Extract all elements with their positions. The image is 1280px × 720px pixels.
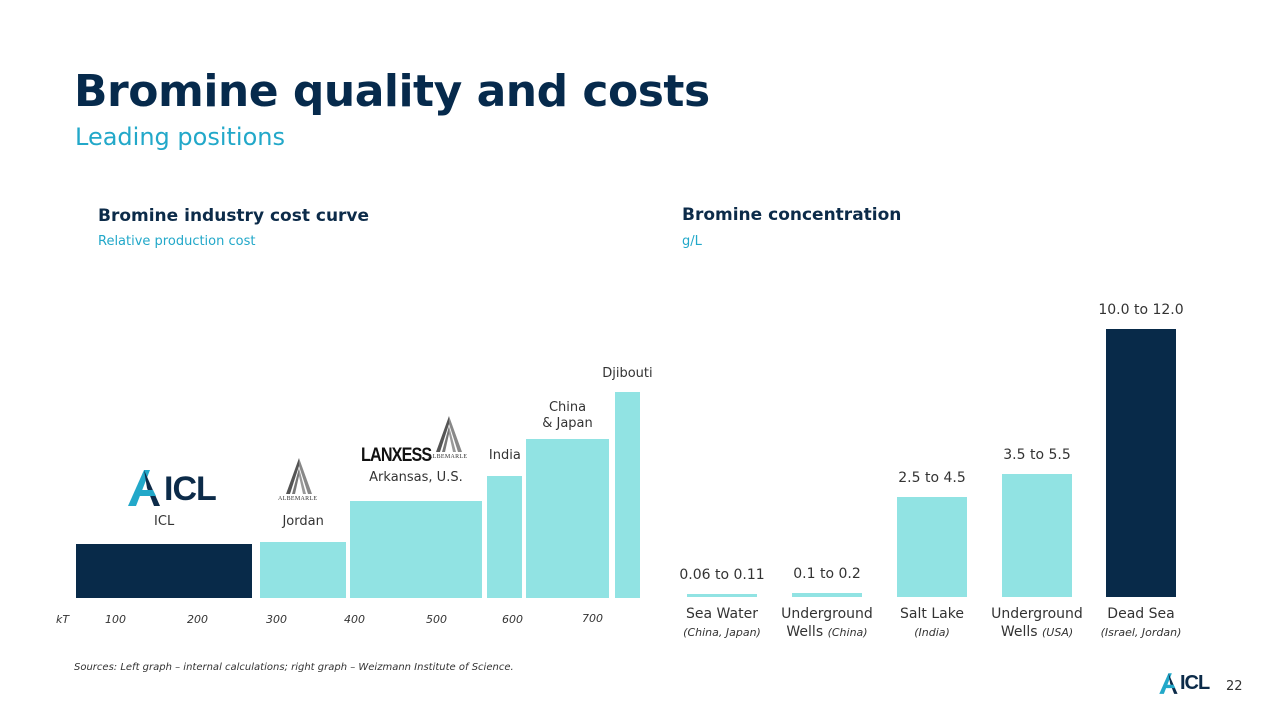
cost-bar bbox=[487, 476, 523, 598]
icl-logo-text: ICL bbox=[164, 470, 217, 508]
x-tick-label: 200 bbox=[187, 613, 208, 626]
cost-curve-subtitle: Relative production cost bbox=[98, 234, 256, 249]
cost-bar bbox=[76, 544, 253, 598]
sources-note: Sources: Left graph – internal calculati… bbox=[74, 662, 514, 673]
cost-curve-title: Bromine industry cost curve bbox=[98, 206, 370, 226]
concentration-category-label: Dead Sea (Israel, Jordan) bbox=[1100, 606, 1182, 639]
albemarle-logo-jordan: ALBEMARLE bbox=[276, 456, 322, 504]
albemarle-mark-icon bbox=[436, 416, 462, 452]
x-tick-label: 700 bbox=[582, 612, 603, 625]
footer-icl-logo: ICL bbox=[1156, 671, 1216, 697]
concentration-category-label: Underground Wells (USA) bbox=[991, 606, 1083, 640]
concentration-category-label: Sea Water (China, Japan) bbox=[683, 606, 761, 639]
x-axis-unit: kT bbox=[56, 613, 70, 626]
x-tick-label: 400 bbox=[344, 613, 365, 626]
albemarle-text: ALBEMARLE bbox=[278, 496, 318, 502]
cost-bar-label: Djibouti bbox=[602, 366, 653, 381]
cost-bar-label: China & Japan bbox=[542, 400, 593, 431]
lanxess-logo: LANXESS bbox=[361, 445, 432, 466]
concentration-title: Bromine concentration bbox=[682, 205, 902, 225]
concentration-bar bbox=[1002, 474, 1072, 597]
concentration-bar bbox=[1106, 329, 1176, 597]
albemarle-logo-arkansas: ALBEMARLE bbox=[426, 414, 472, 462]
cost-bar-label: Jordan bbox=[282, 514, 324, 529]
footer-icl-text: ICL bbox=[1180, 672, 1210, 694]
x-tick-label: 500 bbox=[426, 613, 447, 626]
cost-bar bbox=[350, 501, 482, 598]
concentration-unit: g/L bbox=[682, 234, 702, 249]
x-tick-label: 600 bbox=[502, 613, 523, 626]
concentration-bar bbox=[792, 592, 862, 597]
page-subtitle: Leading positions bbox=[75, 123, 285, 151]
x-tick-label: 100 bbox=[105, 613, 126, 626]
concentration-category-label: Underground Wells (China) bbox=[781, 606, 873, 640]
icl-logo-mark-icon bbox=[1159, 673, 1178, 694]
concentration-value-label: 0.06 to 0.11 bbox=[679, 567, 765, 583]
concentration-value-label: 10.0 to 12.0 bbox=[1098, 302, 1184, 318]
icl-logo: ICL bbox=[124, 466, 217, 508]
concentration-bar bbox=[897, 496, 967, 597]
page-title: Bromine quality and costs bbox=[74, 66, 710, 117]
cost-bar bbox=[526, 439, 609, 598]
albemarle-mark-icon bbox=[286, 458, 312, 494]
concentration-bar bbox=[687, 594, 757, 597]
icl-logo-mark-icon bbox=[128, 470, 160, 506]
cost-bar-label: ICL bbox=[154, 514, 175, 529]
cost-bar bbox=[614, 392, 640, 598]
concentration-value-label: 0.1 to 0.2 bbox=[793, 565, 861, 582]
x-tick-label: 300 bbox=[266, 613, 287, 626]
page-number: 22 bbox=[1226, 679, 1243, 694]
concentration-value-label: 3.5 to 5.5 bbox=[1003, 447, 1071, 464]
concentration-category-label: Salt Lake (India) bbox=[900, 606, 964, 639]
concentration-value-label: 2.5 to 4.5 bbox=[898, 469, 966, 486]
cost-bar-label: India bbox=[488, 448, 521, 463]
cost-bar-label: Arkansas, U.S. bbox=[369, 470, 463, 485]
albemarle-text: ALBEMARLE bbox=[428, 454, 468, 460]
cost-bar bbox=[260, 542, 347, 598]
